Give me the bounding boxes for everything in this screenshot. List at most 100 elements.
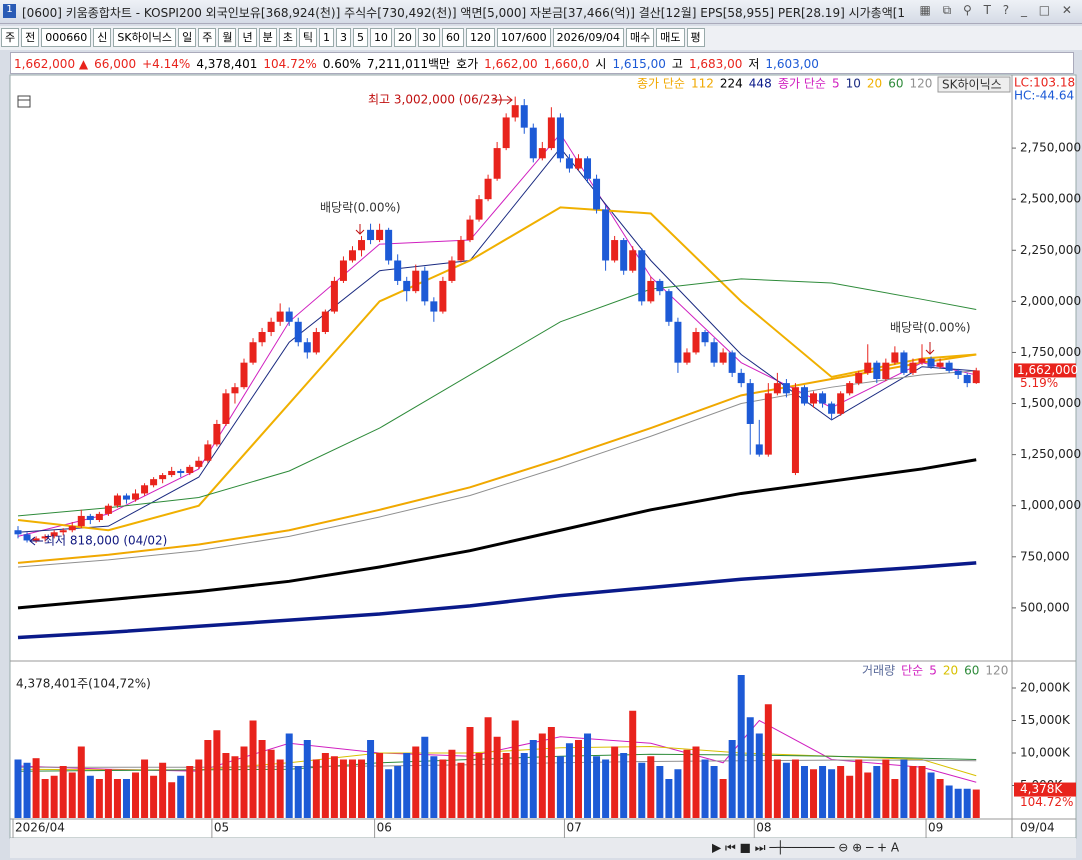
toolbar-button[interactable]: 2026/09/04 [552,28,625,47]
candle-body [394,260,402,281]
volume-bar [656,766,664,818]
volume-bar [448,749,456,818]
candle-body [231,387,239,394]
candle-body [574,158,582,169]
candle-body [538,148,546,159]
volume-bar [430,756,438,818]
candle-body [122,495,130,500]
candle-body [421,270,429,302]
toolbar-button[interactable]: 초 [278,28,297,47]
info-item: 시 [595,57,607,71]
toolbar-button[interactable]: 20 [393,28,416,47]
candle-body [638,250,646,302]
candle-body [936,362,944,367]
volume-bar [800,766,808,818]
legend-entry: 종가 단순 [637,77,685,91]
candle-body [502,117,510,149]
candle-body [104,505,112,514]
toolbar-button[interactable]: 10 [369,28,392,47]
candle-body [213,423,221,445]
toolbar-button[interactable]: 5 [352,28,368,47]
annotation-arrow [492,95,513,105]
info-item: 0.60% [322,57,361,71]
legend-entry: 120 [985,664,1008,678]
calendar-icon[interactable] [17,95,31,108]
candle-body [294,321,302,343]
volume-bar [23,762,31,818]
candle-body [692,332,700,353]
volume-bar [240,746,248,818]
candle-body [918,358,926,363]
toolbar-button[interactable]: 분 [258,28,277,47]
toolbar-button[interactable]: 120 [465,28,495,47]
candle-body [728,352,736,373]
info-item: 1,662,000 ▲ [14,57,89,71]
candle-body [837,393,845,414]
info-bar: 1,662,000 ▲ 66,000 +4.14% 4,378,401 104.72% 0… [10,52,1074,74]
candle-body [412,270,420,292]
candle-body [348,250,356,261]
candle-body [113,495,121,506]
legend-entry: 120 [909,77,932,91]
toolbar-button[interactable]: 주 [198,28,217,47]
toolbar-button[interactable]: 틱 [298,28,317,47]
volume-bar [394,766,402,818]
volume-bar [927,772,935,818]
volume-bar [204,740,212,818]
toolbar-button[interactable]: 1 [318,28,334,47]
toolbar-button[interactable]: 월 [218,28,237,47]
volume-bar [855,759,863,818]
info-item: 저 [748,57,760,71]
candle-body [520,105,528,128]
toolbar-button[interactable]: 107/600 [496,28,551,47]
toolbar-button[interactable]: 주 [1,28,20,47]
volume-bar [466,727,474,818]
toolbar-button[interactable]: SK하이닉스 [113,28,177,47]
candle-body [466,219,474,241]
volume-bar [611,746,619,818]
toolbar-button[interactable]: 신 [93,28,112,47]
toolbar-button[interactable]: 30 [417,28,440,47]
candle-body [864,362,872,373]
toolbar-button[interactable]: 매도 [656,28,685,47]
legend-entry: 20 [867,77,882,91]
candle-body [457,240,465,261]
volume-bar [457,762,465,818]
ma-line [17,353,977,564]
window-controls[interactable]: ▦ ⧉ ⚲ T ? _ □ ✕ [919,3,1076,17]
toolbar-button[interactable]: 평 [686,28,705,47]
candle-body [258,332,266,343]
volume-bar [674,769,682,818]
candle-body [376,229,384,241]
volume-bar [891,779,899,818]
toolbar-button[interactable]: 년 [238,28,257,47]
toolbar-button[interactable]: 000660 [41,28,92,47]
toolbar-button[interactable]: 일 [178,28,197,47]
candle-body [240,362,248,388]
volume-bar [141,759,149,818]
scrollbar[interactable] [10,838,1076,858]
scroll-controls[interactable]: ▶ ⏮ ■ ⏭ ─┼─────── ⊖ ⊕ ─ + A [712,840,900,855]
candle-body [529,127,537,159]
toolbar-button[interactable]: 3 [335,28,351,47]
toolbar-button[interactable]: 매수 [626,28,655,47]
volume-bar [68,772,76,818]
toolbar-button[interactable]: 전 [21,28,40,47]
volume-bar [222,753,230,818]
volume-bar [502,753,510,818]
volume-bar [837,766,845,818]
window-number: 1 [3,4,16,18]
toolbar: 주 전 000660 신 SK하이닉스 일 주 월 년 분 초 틱 1 3 5 10 20 30 60 120 107/… [0,26,1082,50]
legend-entry: 거래량 [862,664,895,678]
legend-entry: 10 [846,77,861,91]
toolbar-button[interactable]: 60 [441,28,464,47]
volume-bar [882,759,890,818]
volume-bar [565,743,573,818]
volume-bar [602,759,610,818]
candle-body [800,387,808,404]
candle-body [828,403,836,414]
x-tick-label: 2026/04 [15,821,65,835]
volume-bar [556,756,564,818]
volume-bar [276,759,284,818]
candle-body [132,493,140,500]
